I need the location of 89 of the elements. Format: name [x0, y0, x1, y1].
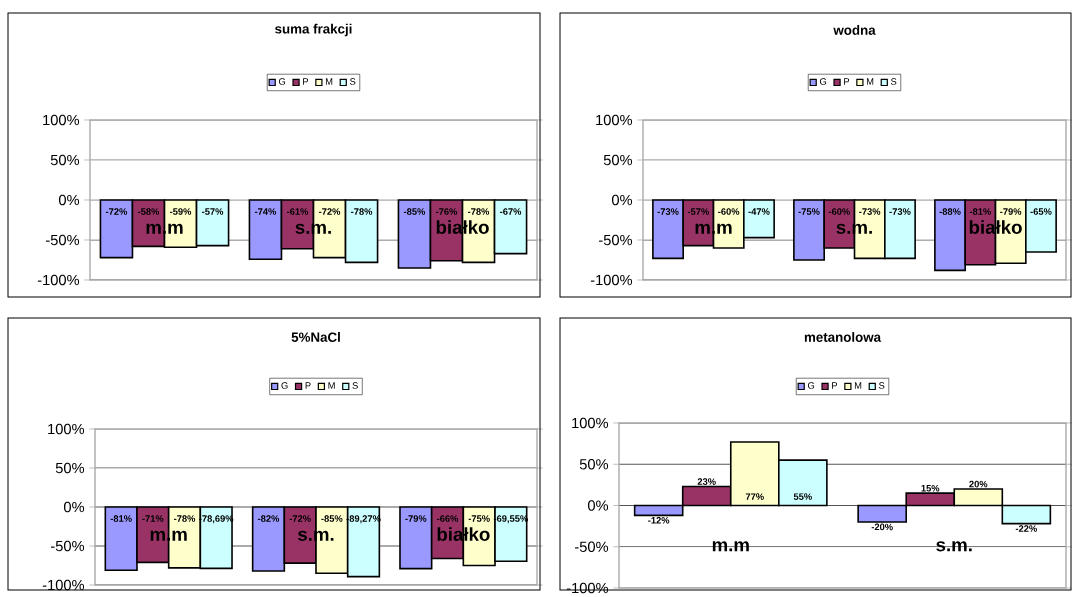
y-tick-label: 0%	[58, 194, 80, 206]
legend-label: S	[349, 78, 356, 85]
x-tick-label: białko	[436, 220, 489, 234]
data-label: 15%	[921, 484, 940, 492]
data-label: -76%	[435, 208, 458, 215]
data-label: -73%	[859, 208, 881, 215]
y-tick-label: 50%	[579, 459, 609, 470]
data-label: -73%	[889, 208, 911, 215]
y-tick-label: 100%	[572, 417, 609, 429]
y-tick-label: -100%	[566, 582, 609, 594]
data-label: -78%	[173, 515, 196, 522]
y-tick-label: -100%	[590, 274, 633, 286]
data-label: -81%	[969, 208, 991, 215]
x-tick-label: białko	[969, 220, 1022, 234]
y-tick-label: -50%	[51, 540, 85, 552]
y-tick-label: 50%	[50, 154, 80, 166]
y-tick-label: 100%	[596, 114, 633, 126]
y-tick-label: 0%	[63, 501, 85, 513]
data-label: -66%	[436, 515, 459, 522]
data-label: -60%	[828, 208, 850, 215]
data-label: -22%	[1015, 525, 1037, 532]
legend-label: P	[832, 382, 838, 389]
chart-title: suma frakcji	[275, 23, 352, 37]
data-label: -57%	[687, 208, 709, 215]
data-label: -20%	[871, 523, 893, 531]
legend-label: M	[866, 78, 874, 85]
y-tick-label: 100%	[43, 114, 80, 126]
legend-label: S	[352, 382, 358, 389]
data-label: 20%	[969, 480, 988, 488]
legend-label: G	[281, 382, 288, 389]
data-label: -78%	[351, 208, 373, 215]
x-tick-label: m.m	[712, 541, 749, 552]
data-label: -58%	[137, 208, 160, 215]
data-label: -59%	[169, 208, 192, 215]
y-tick-label: 100%	[48, 423, 85, 435]
data-label: -47%	[748, 208, 770, 215]
legend-label: M	[328, 382, 335, 389]
x-tick-label: s.m.	[297, 530, 334, 541]
data-label: -79%	[405, 515, 427, 522]
legend-label: S	[890, 78, 897, 85]
data-label: -85%	[321, 515, 343, 522]
y-tick-label: -100%	[42, 579, 85, 591]
chart-title: metanolowa	[804, 332, 882, 342]
data-label: -57%	[202, 208, 224, 215]
x-tick-label: białko	[437, 527, 490, 541]
chart-title: wodna	[833, 25, 876, 35]
legend-label: M	[325, 78, 333, 85]
chart-title: 5%NaCl	[291, 332, 340, 342]
y-tick-label: 0%	[587, 500, 609, 511]
y-tick-label: 0%	[611, 194, 633, 206]
y-tick-label: -100%	[37, 274, 80, 286]
data-label: -61%	[286, 208, 309, 215]
data-label: -85%	[403, 208, 426, 215]
data-label: -88%	[939, 208, 961, 215]
legend-label: G	[807, 382, 815, 389]
data-label: -78%	[467, 208, 490, 215]
y-tick-label: -50%	[46, 234, 80, 246]
data-label: -82%	[257, 515, 280, 522]
x-tick-label: m.m	[695, 223, 732, 234]
legend-label: M	[854, 382, 862, 389]
data-label: -60%	[718, 208, 740, 215]
data-label: -67%	[500, 208, 522, 215]
y-tick-label: 50%	[55, 462, 85, 474]
data-label: -74%	[254, 208, 277, 215]
legend-label: P	[844, 78, 850, 85]
data-label: -12%	[648, 517, 670, 524]
data-label: 55%	[793, 493, 812, 500]
x-tick-label: m.m	[146, 223, 183, 234]
y-tick-label: -50%	[575, 541, 609, 552]
data-label: -79%	[1000, 208, 1022, 215]
legend-label: P	[305, 382, 311, 389]
data-label: -75%	[468, 515, 490, 522]
data-label: 77%	[745, 493, 764, 500]
legend-label: G	[819, 78, 827, 85]
data-label: -72%	[318, 208, 341, 215]
data-label: -81%	[110, 515, 132, 522]
data-label: -73%	[657, 208, 679, 215]
legend-label: S	[878, 382, 885, 389]
y-tick-label: -50%	[599, 234, 633, 246]
legend-label: G	[278, 78, 286, 85]
data-label: -72%	[289, 515, 311, 522]
data-label: -71%	[142, 515, 164, 522]
x-tick-label: s.m.	[936, 541, 972, 552]
legend-label: P	[303, 78, 309, 85]
data-label: 23%	[697, 478, 716, 485]
data-label: -75%	[798, 208, 820, 215]
y-tick-label: 50%	[603, 154, 633, 166]
data-label: -65%	[1030, 208, 1052, 215]
data-label: -72%	[105, 208, 128, 215]
